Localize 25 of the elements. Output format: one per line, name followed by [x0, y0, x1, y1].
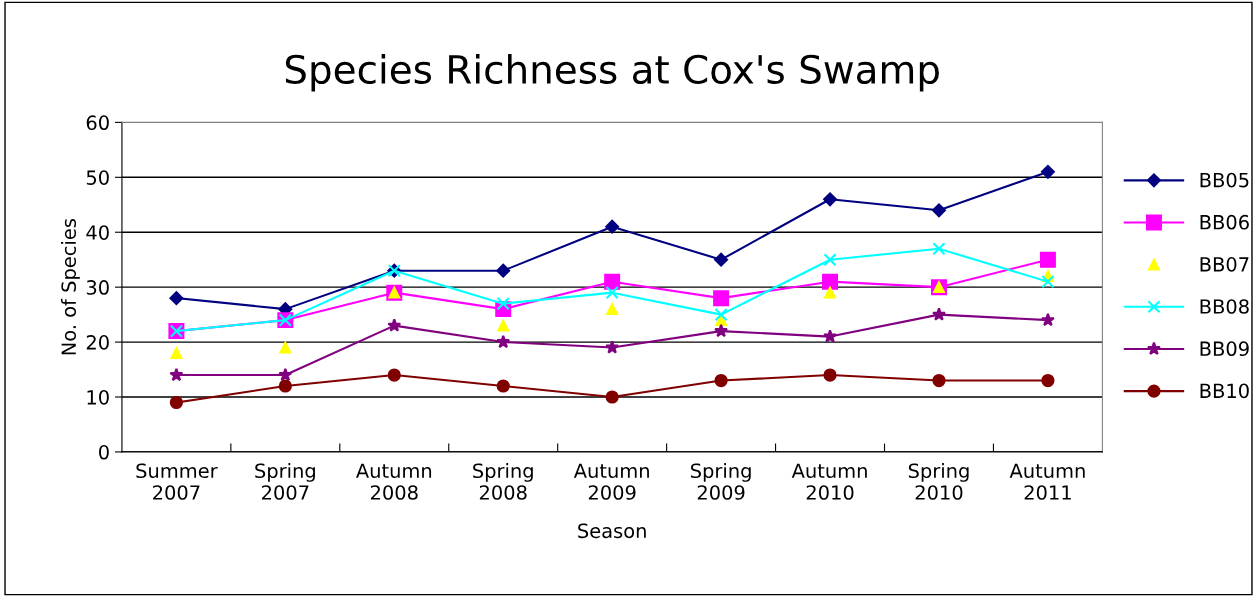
y-tick-label: 0: [99, 444, 109, 460]
x-tick-label: Autumn 2010: [791, 463, 867, 500]
legend-label: BB07: [1200, 257, 1249, 272]
legend-label: BB05: [1200, 172, 1249, 188]
legend-label: BB08: [1200, 299, 1249, 314]
x-tick-label: Spring 2009: [691, 463, 751, 500]
x-tick-label: Spring 2010: [908, 463, 969, 500]
chart-title: Species Richness at Cox's Swamp: [285, 53, 939, 92]
y-axis-title: No. of Species: [61, 219, 80, 355]
x-tick-label: Autumn 2009: [573, 463, 649, 500]
y-tick-label: 40: [86, 225, 109, 240]
legend-label: BB09: [1200, 341, 1249, 357]
y-tick-label: 60: [86, 115, 109, 131]
legend-label: BB06: [1200, 214, 1249, 230]
y-tick-label: 50: [86, 170, 109, 185]
x-tick-label: Autumn 2011: [1009, 463, 1085, 500]
x-tick-label: Autumn 2008: [356, 463, 432, 500]
legend-label: BB10: [1200, 383, 1249, 399]
x-tick-label: Spring 2008: [473, 463, 533, 500]
y-tick-label: 20: [86, 335, 109, 350]
y-tick-label: 10: [87, 389, 109, 405]
y-tick-label: 30: [86, 280, 109, 295]
x-tick-label: Spring 2007: [255, 463, 315, 500]
x-tick-label: Summer 2007: [136, 463, 218, 500]
x-axis-title: Season: [578, 523, 646, 539]
